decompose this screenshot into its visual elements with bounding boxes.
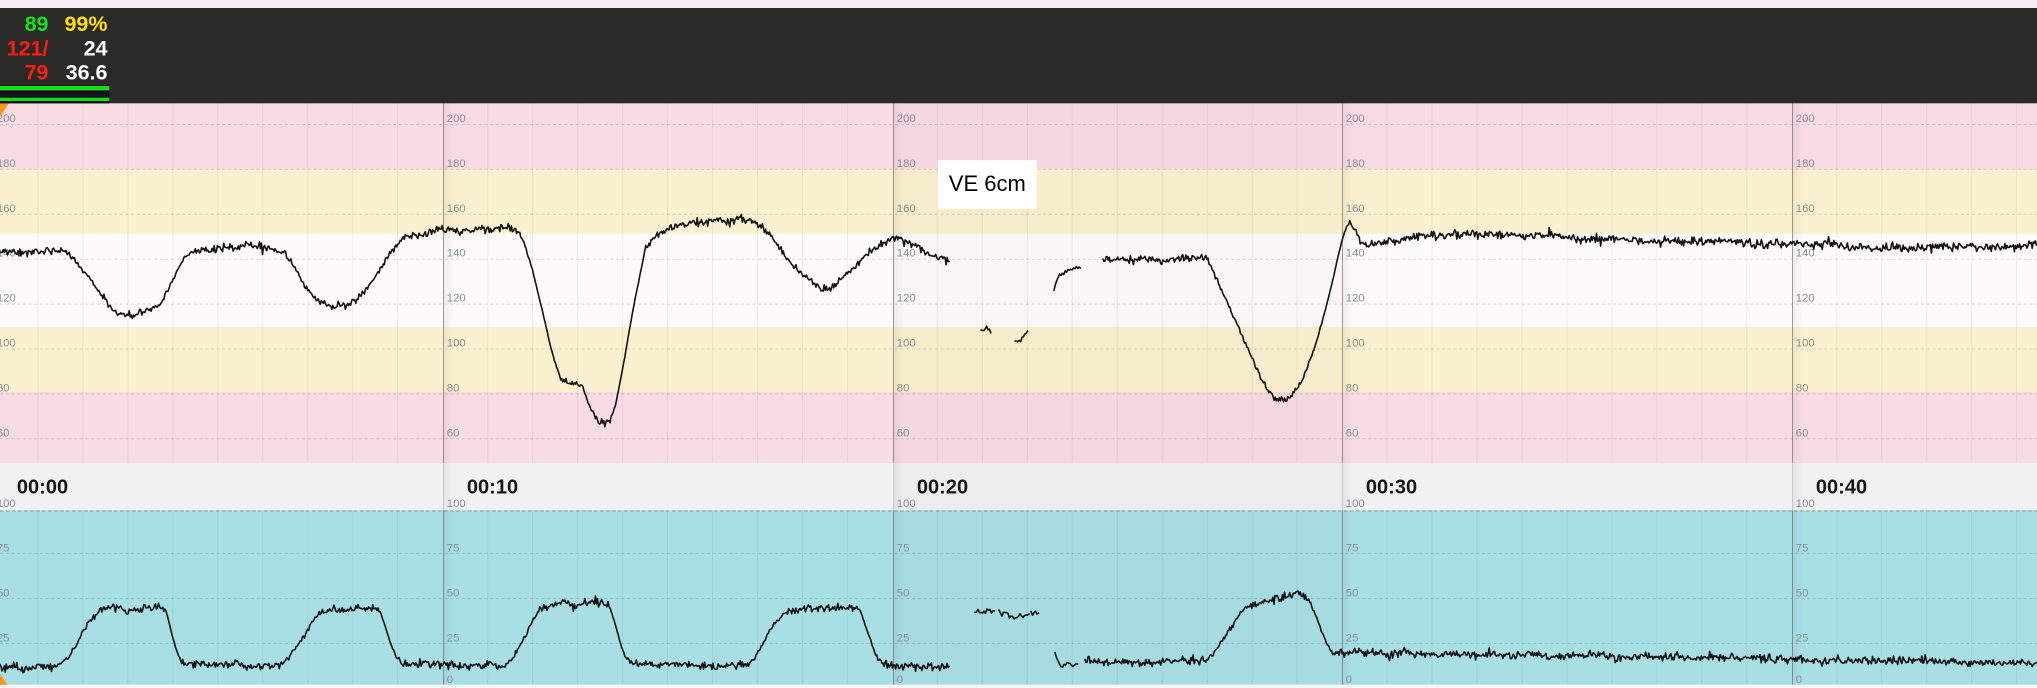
svg-text:120: 120 — [0, 293, 16, 305]
svg-text:25: 25 — [897, 633, 910, 645]
svg-text:180: 180 — [897, 158, 916, 170]
svg-text:180: 180 — [1346, 158, 1365, 170]
svg-text:120: 120 — [897, 293, 916, 305]
svg-text:89: 89 — [25, 12, 49, 36]
svg-text:140: 140 — [897, 248, 916, 260]
svg-text:60: 60 — [447, 427, 460, 439]
svg-text:25: 25 — [1796, 633, 1809, 645]
svg-text:200: 200 — [1346, 113, 1365, 125]
svg-text:100: 100 — [447, 338, 466, 350]
svg-text:100: 100 — [0, 498, 16, 510]
svg-text:75: 75 — [1346, 543, 1359, 555]
svg-text:180: 180 — [447, 158, 466, 170]
svg-text:140: 140 — [1346, 248, 1365, 260]
svg-text:160: 160 — [447, 203, 466, 215]
svg-text:100: 100 — [1346, 338, 1365, 350]
svg-text:200: 200 — [897, 113, 916, 125]
svg-text:25: 25 — [0, 633, 9, 645]
svg-text:100: 100 — [897, 338, 916, 350]
svg-text:50: 50 — [897, 588, 910, 600]
svg-text:24: 24 — [84, 37, 108, 61]
svg-text:120: 120 — [1346, 293, 1365, 305]
svg-text:180: 180 — [1796, 158, 1815, 170]
svg-text:75: 75 — [447, 543, 460, 555]
svg-text:80: 80 — [447, 382, 460, 394]
svg-text:160: 160 — [1346, 203, 1365, 215]
svg-text:120: 120 — [1796, 293, 1815, 305]
svg-text:140: 140 — [1796, 248, 1815, 260]
svg-text:160: 160 — [897, 203, 916, 215]
svg-text:160: 160 — [0, 203, 16, 215]
svg-text:100: 100 — [1796, 498, 1815, 510]
svg-text:25: 25 — [1346, 633, 1359, 645]
svg-text:50: 50 — [1796, 588, 1809, 600]
svg-text:200: 200 — [0, 113, 16, 125]
svg-text:100: 100 — [1796, 338, 1815, 350]
svg-text:00:20: 00:20 — [917, 477, 968, 499]
svg-text:00:00: 00:00 — [17, 477, 68, 499]
svg-text:99%: 99% — [64, 12, 107, 36]
svg-text:100: 100 — [447, 498, 466, 510]
svg-text:0: 0 — [1796, 674, 1802, 686]
svg-text:50: 50 — [447, 588, 460, 600]
svg-text:80: 80 — [0, 382, 9, 394]
svg-text:0: 0 — [1346, 674, 1352, 686]
svg-text:50: 50 — [1346, 588, 1359, 600]
svg-text:140: 140 — [447, 248, 466, 260]
svg-text:25: 25 — [447, 633, 460, 645]
svg-text:75: 75 — [897, 543, 910, 555]
svg-text:50: 50 — [0, 588, 9, 600]
svg-text:60: 60 — [1796, 427, 1809, 439]
svg-text:00:30: 00:30 — [1366, 477, 1417, 499]
svg-text:0: 0 — [897, 674, 903, 686]
svg-text:0: 0 — [447, 674, 453, 686]
svg-text:60: 60 — [0, 427, 9, 439]
svg-text:200: 200 — [1796, 113, 1815, 125]
svg-text:79: 79 — [25, 61, 49, 85]
svg-text:75: 75 — [0, 543, 9, 555]
svg-text:180: 180 — [0, 158, 16, 170]
svg-text:36.6: 36.6 — [66, 61, 108, 85]
svg-text:80: 80 — [1346, 382, 1359, 394]
svg-text:60: 60 — [897, 427, 910, 439]
svg-text:00:40: 00:40 — [1816, 477, 1867, 499]
svg-text:75: 75 — [1796, 543, 1809, 555]
svg-text:100: 100 — [1346, 498, 1365, 510]
svg-text:121/: 121/ — [7, 37, 49, 61]
svg-text:100: 100 — [0, 338, 16, 350]
svg-text:120: 120 — [447, 293, 466, 305]
svg-text:VE 6cm: VE 6cm — [949, 171, 1026, 196]
svg-text:80: 80 — [1796, 382, 1809, 394]
svg-text:200: 200 — [447, 113, 466, 125]
svg-text:80: 80 — [897, 382, 910, 394]
svg-text:60: 60 — [1346, 427, 1359, 439]
svg-text:00:10: 00:10 — [467, 477, 518, 499]
svg-text:160: 160 — [1796, 203, 1815, 215]
svg-text:100: 100 — [897, 498, 916, 510]
